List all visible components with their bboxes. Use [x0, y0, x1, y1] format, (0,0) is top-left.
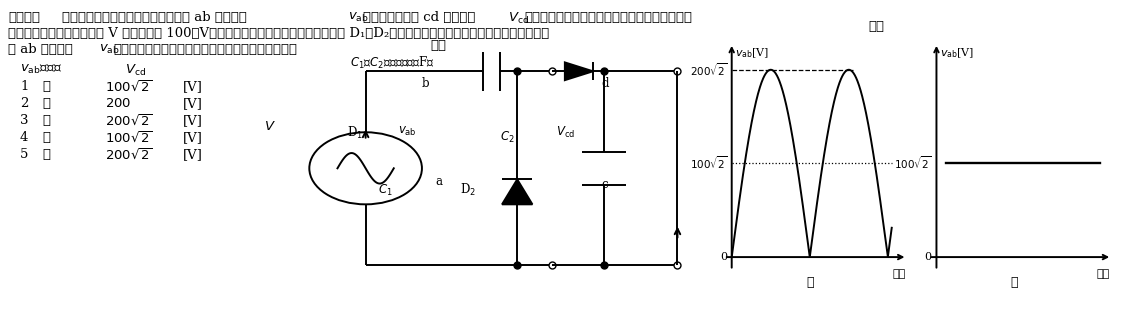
Text: d: d: [601, 77, 609, 90]
Text: 時間: 時間: [1097, 269, 1110, 279]
Text: [V]: [V]: [183, 97, 202, 110]
Text: c: c: [601, 178, 608, 191]
Text: イ: イ: [42, 80, 50, 93]
Text: 0: 0: [925, 252, 932, 262]
Text: ロ: ロ: [42, 131, 50, 144]
Text: [V]: [V]: [183, 114, 202, 127]
Text: $v_{\rm ab}$[V]: $v_{\rm ab}$[V]: [939, 46, 974, 60]
Polygon shape: [565, 62, 593, 80]
Text: 図１に示す整流回路において、端子 ab 間の電圧: 図１に示す整流回路において、端子 ab 間の電圧: [62, 11, 246, 24]
Text: イ: イ: [806, 276, 813, 289]
Text: $V_{\rm cd}$: $V_{\rm cd}$: [125, 63, 146, 78]
Text: $200$: $200$: [105, 97, 132, 110]
Text: 図１: 図１: [430, 39, 446, 52]
Text: $v_{\rm ab}$[V]: $v_{\rm ab}$[V]: [735, 46, 770, 60]
Text: ロ: ロ: [42, 148, 50, 161]
Text: $100\sqrt{2}$: $100\sqrt{2}$: [894, 154, 931, 171]
Text: イ: イ: [42, 114, 50, 127]
Text: 時間: 時間: [892, 269, 906, 279]
Text: $C_1$: $C_1$: [378, 183, 393, 198]
Text: $100\sqrt{2}$: $100\sqrt{2}$: [105, 131, 153, 146]
Text: $200\sqrt{2}$: $200\sqrt{2}$: [690, 61, 727, 78]
Polygon shape: [502, 180, 532, 204]
Text: $v_{\rm ab}$の波形: $v_{\rm ab}$の波形: [20, 63, 62, 76]
Text: a: a: [435, 175, 442, 188]
Text: D$_2$: D$_2$: [460, 182, 476, 198]
Text: 3: 3: [20, 114, 28, 127]
Text: $V_{\rm cd}$: $V_{\rm cd}$: [508, 11, 529, 26]
Text: $v_{\rm ab}$: $v_{\rm ab}$: [398, 125, 416, 138]
Text: $100\sqrt{2}$: $100\sqrt{2}$: [690, 154, 727, 171]
Text: Ａ－１３: Ａ－１３: [8, 11, 40, 24]
Text: の値の組合せとして、正しいものを下の番号か: の値の組合せとして、正しいものを下の番号か: [524, 11, 692, 24]
Text: $V$: $V$: [264, 120, 276, 133]
Text: $v_{\rm ab}$: $v_{\rm ab}$: [348, 11, 369, 24]
Text: $C_2$: $C_2$: [500, 130, 514, 145]
Text: $200\sqrt{2}$: $200\sqrt{2}$: [105, 114, 153, 129]
Text: $100\sqrt{2}$: $100\sqrt{2}$: [105, 80, 153, 95]
Text: の波形及び端子 cd 間の電圧: の波形及び端子 cd 間の電圧: [363, 11, 476, 24]
Text: 4: 4: [20, 131, 28, 144]
Text: D$_1$: D$_1$: [346, 125, 363, 141]
Text: イ: イ: [42, 97, 50, 110]
Text: 0: 0: [720, 252, 727, 262]
Text: 2: 2: [20, 97, 28, 110]
Text: 1: 1: [20, 80, 28, 93]
Text: [V]: [V]: [183, 80, 202, 93]
Text: 5: 5: [20, 148, 28, 161]
Text: [V]: [V]: [183, 148, 202, 161]
Text: の波形は、図２に示したものから選ぶものとする。: の波形は、図２に示したものから選ぶものとする。: [112, 43, 297, 56]
Text: $v_{\rm ab}$: $v_{\rm ab}$: [99, 43, 120, 56]
Text: 子 ab 間の電圧: 子 ab 間の電圧: [8, 43, 73, 56]
Text: 図２: 図２: [868, 20, 884, 33]
Text: $C_1$、$C_2$：静電容量［F］: $C_1$、$C_2$：静電容量［F］: [350, 55, 435, 71]
Text: ら選べ。ただし、電源電圧 V は、実効値 100［V］の正弦波交流電圧とし、ダイオード D₁、D₂は理想的な特性を持つものとする。また、端: ら選べ。ただし、電源電圧 V は、実効値 100［V］の正弦波交流電圧とし、ダイ…: [8, 27, 549, 40]
Text: $V_{\rm cd}$: $V_{\rm cd}$: [556, 125, 575, 140]
Text: ロ: ロ: [1010, 276, 1018, 289]
Text: [V]: [V]: [183, 131, 202, 144]
Text: b: b: [422, 77, 430, 90]
Text: $200\sqrt{2}$: $200\sqrt{2}$: [105, 148, 153, 163]
